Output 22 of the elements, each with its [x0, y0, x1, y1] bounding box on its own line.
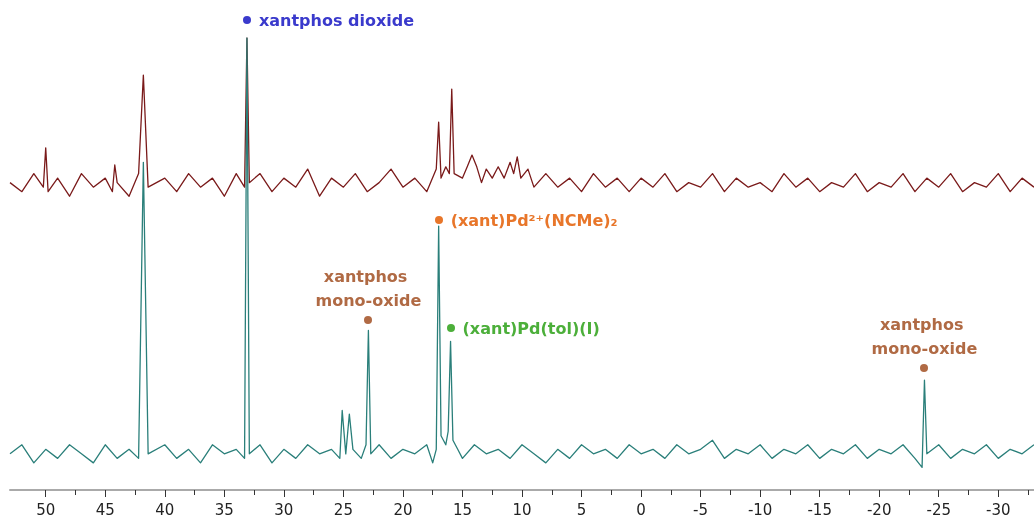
annotation: xantphos dioxide [258, 10, 415, 30]
annotation: (xant)Pd(tol)(I) [462, 318, 600, 338]
x-tick-label: 50 [36, 500, 56, 519]
x-tick-label: -30 [986, 500, 1011, 519]
annotation: (xant)Pd²⁺(NCMe)₂ [450, 210, 618, 230]
x-tick-label: 35 [214, 500, 234, 519]
x-tick-label: -5 [693, 500, 709, 519]
x-tick-label: -25 [926, 500, 951, 519]
x-tick-label: -15 [807, 500, 832, 519]
x-tick-label: 5 [576, 500, 587, 519]
x-tick-label: 45 [95, 500, 115, 519]
x-tick-label: 10 [512, 500, 532, 519]
x-tick-label: 40 [155, 500, 175, 519]
x-tick-label: 30 [274, 500, 294, 519]
annotation: xantphos mono-oxide [871, 314, 978, 358]
x-tick-label: 20 [393, 500, 413, 519]
annotation: xantphos mono-oxide [315, 266, 422, 310]
x-tick-label: -20 [866, 500, 892, 519]
x-tick-label: 0 [636, 500, 646, 519]
x-tick-label: -10 [747, 500, 773, 519]
x-tick-label: 25 [333, 500, 353, 519]
x-tick-label: 15 [452, 500, 473, 519]
